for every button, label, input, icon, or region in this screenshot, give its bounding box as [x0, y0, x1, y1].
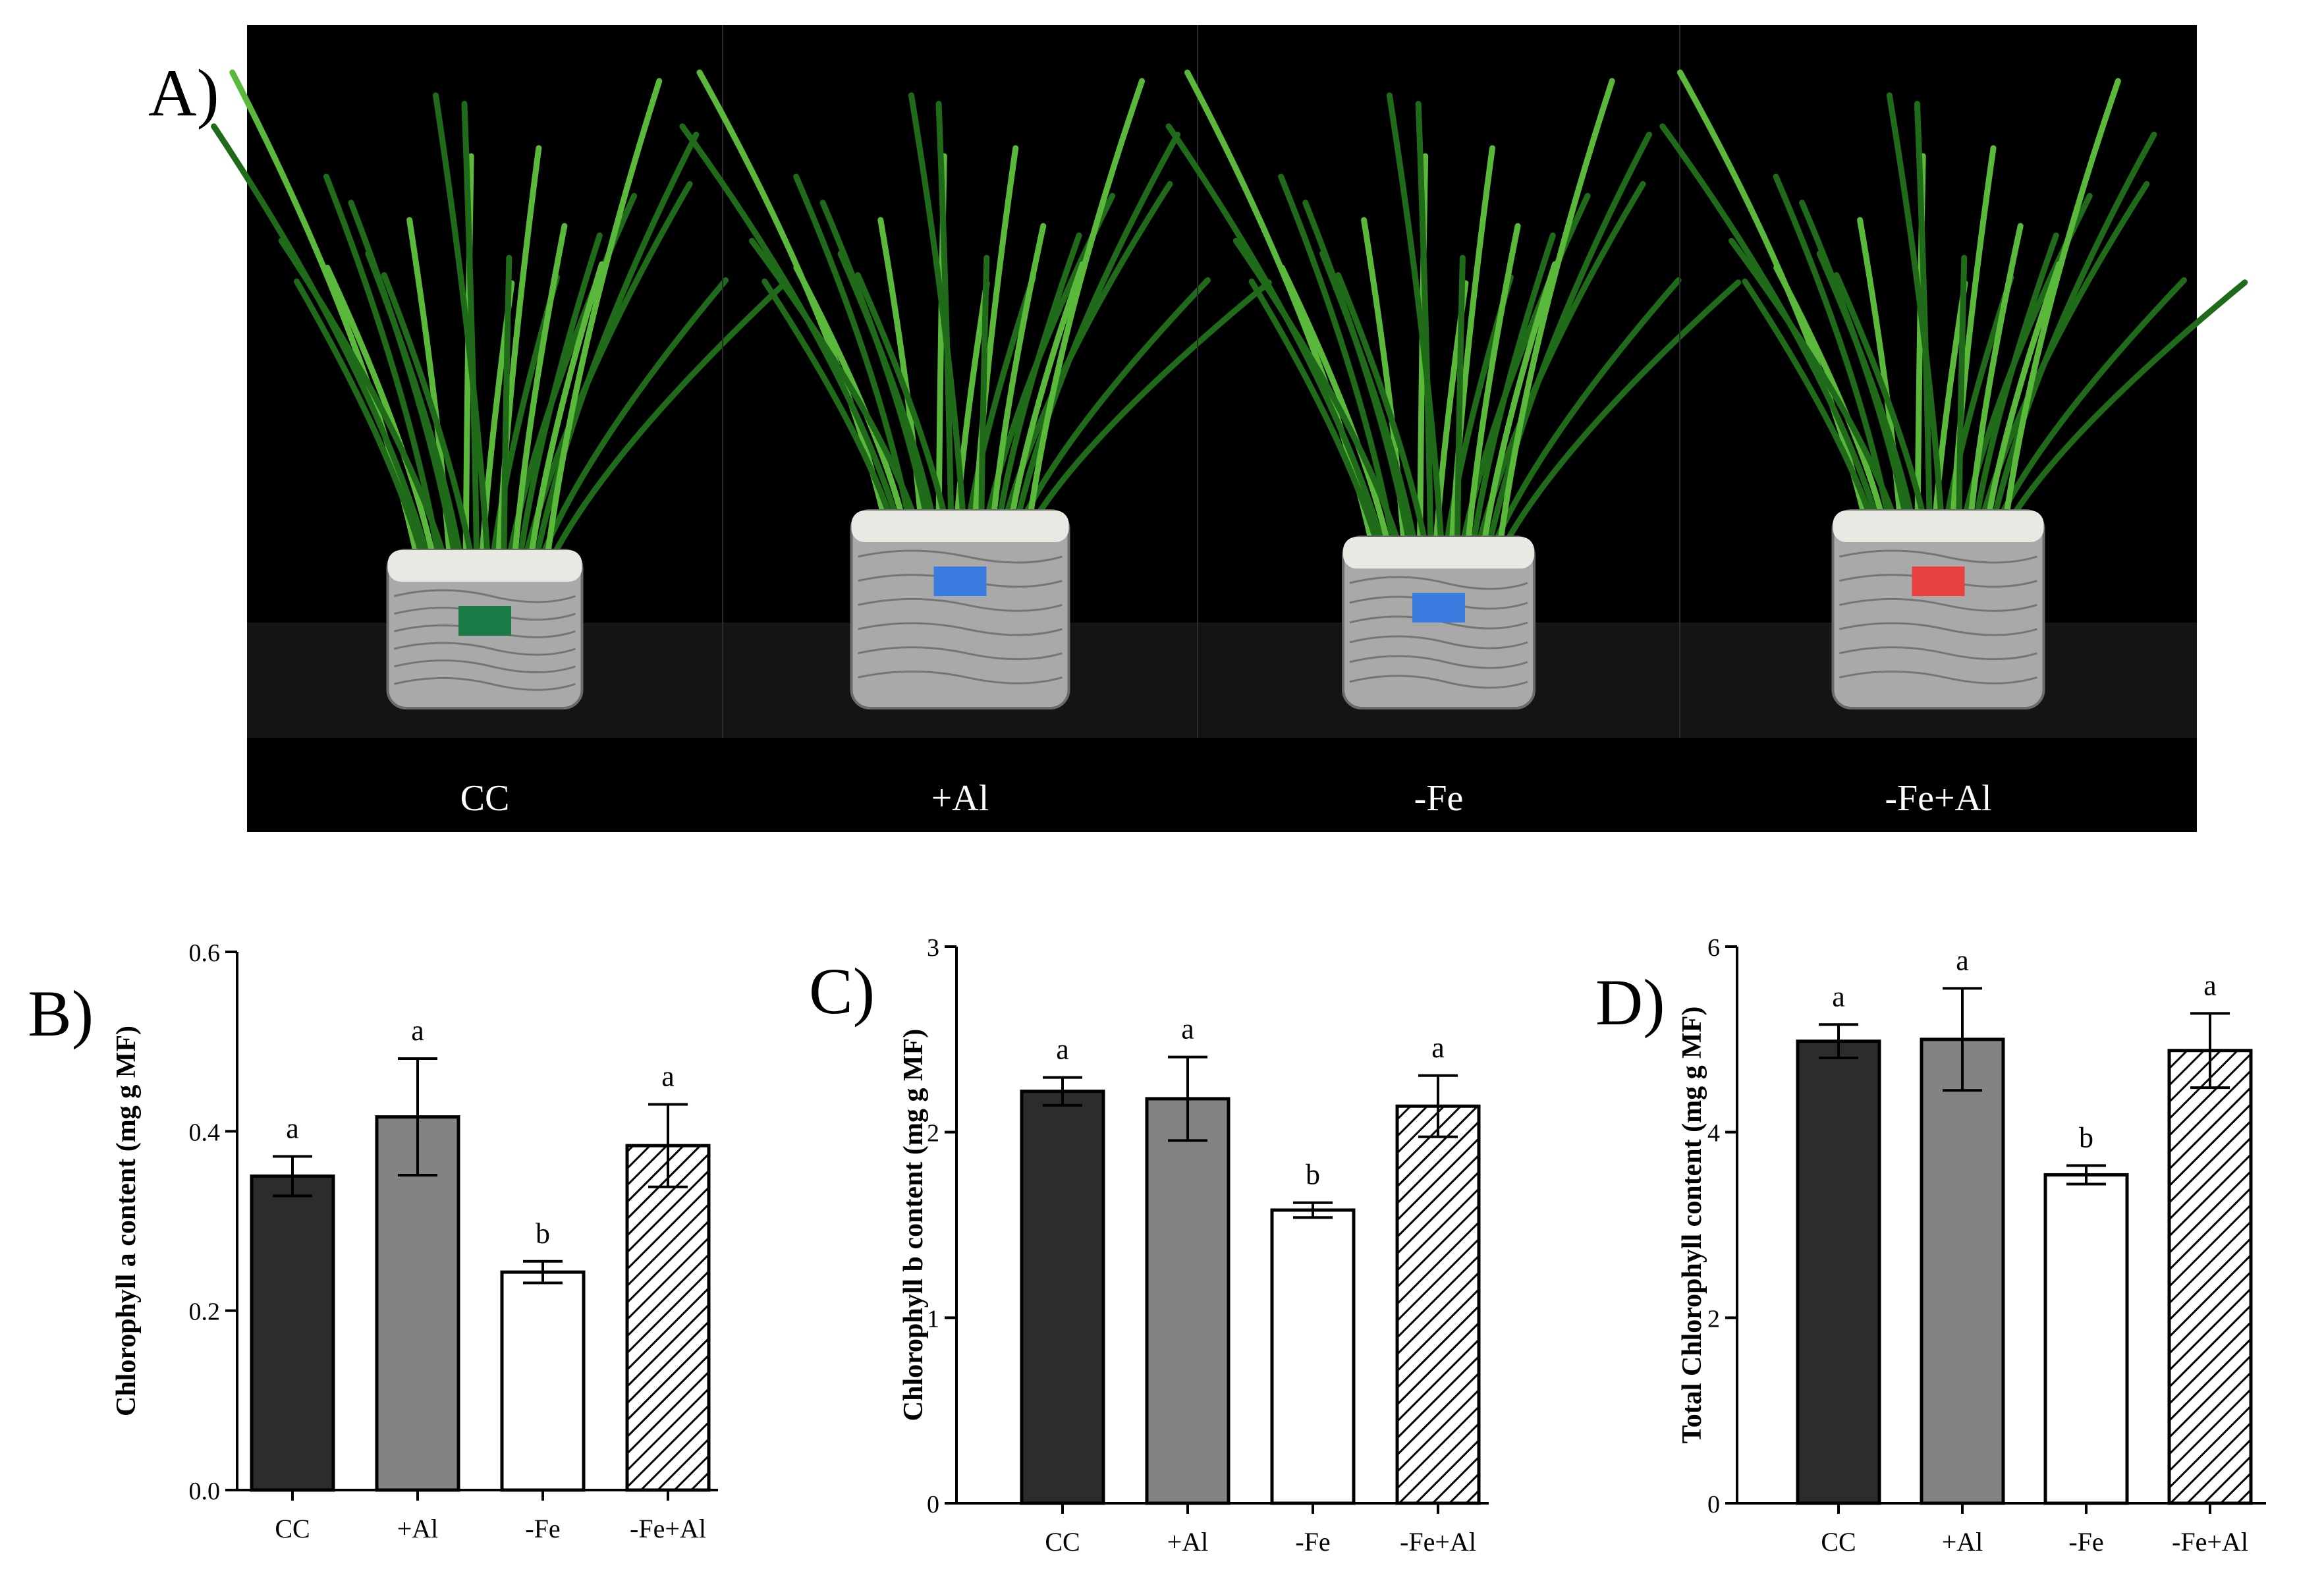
plant-photo [211, 69, 789, 709]
significance-letter: a [1431, 1032, 1445, 1064]
error-bar [1168, 1055, 1207, 1142]
x-tick-label: -Fe [1295, 1527, 1330, 1557]
y-axis-label: Chlorophyll a content (mg g MF) [111, 1026, 142, 1416]
x-tick-label: CC [1821, 1527, 1856, 1557]
x-tick-label: +Al [397, 1514, 439, 1543]
plant-photo [1165, 25, 1742, 738]
y-tick-label: 0 [1707, 1491, 1720, 1518]
error-bar [648, 1103, 688, 1188]
significance-letter: b [2079, 1121, 2093, 1153]
plant-photo [1659, 25, 2248, 738]
bar [625, 1144, 711, 1492]
error-bar [1043, 1076, 1082, 1107]
significance-letter: a [411, 1014, 424, 1047]
y-tick-label: 2 [927, 1120, 939, 1148]
rice-leaves [1659, 69, 2248, 520]
foil-pot [1831, 509, 2045, 709]
significance-letter: a [1056, 1034, 1069, 1066]
error-bar [1293, 1201, 1333, 1219]
pot-tag [1412, 593, 1465, 623]
error-bar [523, 1260, 563, 1285]
bar-chart: D) 0 2 4 6 Total Chlorophyll content (mg g MF… [1595, 934, 2266, 1557]
panel-letter: D) [1595, 966, 1665, 1039]
x-tick-label: -Fe+Al [2172, 1527, 2248, 1557]
significance-letter: a [286, 1112, 299, 1144]
significance-letter: b [536, 1217, 550, 1250]
x-tick-label: CC [1045, 1527, 1080, 1557]
pot-tag [1912, 567, 1965, 596]
bar [2167, 1049, 2253, 1505]
bar [500, 1270, 586, 1492]
bar [1020, 1090, 1105, 1505]
error-bar [273, 1155, 312, 1198]
y-axis-label: Total Chlorophyll content (mg g MF) [1677, 1007, 1707, 1444]
bar [1145, 1097, 1231, 1505]
photo-label: +Al [931, 778, 989, 819]
x-tick-label: -Fe [2068, 1527, 2103, 1557]
y-tick-label: 0.2 [189, 1298, 221, 1326]
error-bar [2066, 1164, 2106, 1186]
panel-a-letter: A) [148, 56, 219, 130]
bar-chart: C) 0 1 2 3 Chlorophyll b content (mg g MF) a CC… [809, 934, 1489, 1557]
bar [2043, 1173, 2129, 1505]
rice-leaves [1165, 69, 1742, 547]
x-tick-label: -Fe+Al [1400, 1527, 1476, 1557]
y-tick-label: 0.6 [189, 939, 221, 967]
error-bar [1819, 1023, 1858, 1059]
significance-letter: a [2203, 969, 2217, 1001]
plant-photo [679, 25, 1272, 738]
x-tick-label: CC [275, 1514, 310, 1543]
significance-letter: a [1956, 944, 1969, 976]
error-bar [1418, 1074, 1458, 1138]
photo-label: CC [460, 778, 510, 819]
y-tick-label: 2 [1707, 1305, 1720, 1333]
bar [1920, 1038, 2005, 1505]
error-bar [398, 1057, 437, 1177]
y-tick-label: 0 [927, 1491, 939, 1518]
pot-tag [933, 567, 987, 596]
rice-leaves [679, 69, 1272, 520]
y-tick-label: 6 [1707, 934, 1720, 962]
rice-leaves [211, 69, 789, 560]
significance-letter: b [1306, 1159, 1320, 1191]
y-axis-label: Chlorophyll b content (mg g MF) [899, 1029, 929, 1421]
x-tick-label: +Al [1167, 1527, 1209, 1557]
y-tick-label: 4 [1707, 1120, 1720, 1148]
y-tick-label: 0.0 [189, 1478, 221, 1505]
photo-label: -Fe [1414, 778, 1464, 819]
y-tick-label: 3 [927, 934, 939, 962]
bar [1796, 1039, 1881, 1505]
x-tick-label: -Fe+Al [630, 1514, 706, 1543]
significance-letter: a [1181, 1013, 1194, 1045]
bar [250, 1174, 335, 1492]
foil-pot [386, 549, 584, 709]
x-tick-label: +Al [1942, 1527, 1983, 1557]
foil-pot [1342, 536, 1536, 709]
panel-letter: B) [28, 977, 94, 1050]
error-bar [1943, 987, 1982, 1092]
bar-chart: B) 0.0 0.2 0.4 0.6 Chlorophyll a content (mg … [28, 939, 718, 1543]
pot-tag [458, 606, 511, 636]
x-tick-label: -Fe [525, 1514, 560, 1543]
photo-label: -Fe+Al [1885, 778, 1991, 819]
bar [1395, 1104, 1481, 1505]
foil-pot [850, 509, 1070, 709]
error-bar [2190, 1012, 2230, 1090]
significance-letter: a [661, 1060, 675, 1092]
bar [1270, 1208, 1356, 1505]
y-tick-label: 1 [927, 1305, 939, 1333]
y-tick-label: 0.4 [189, 1119, 221, 1146]
significance-letter: a [1832, 980, 1845, 1012]
panel-letter: C) [809, 955, 875, 1028]
